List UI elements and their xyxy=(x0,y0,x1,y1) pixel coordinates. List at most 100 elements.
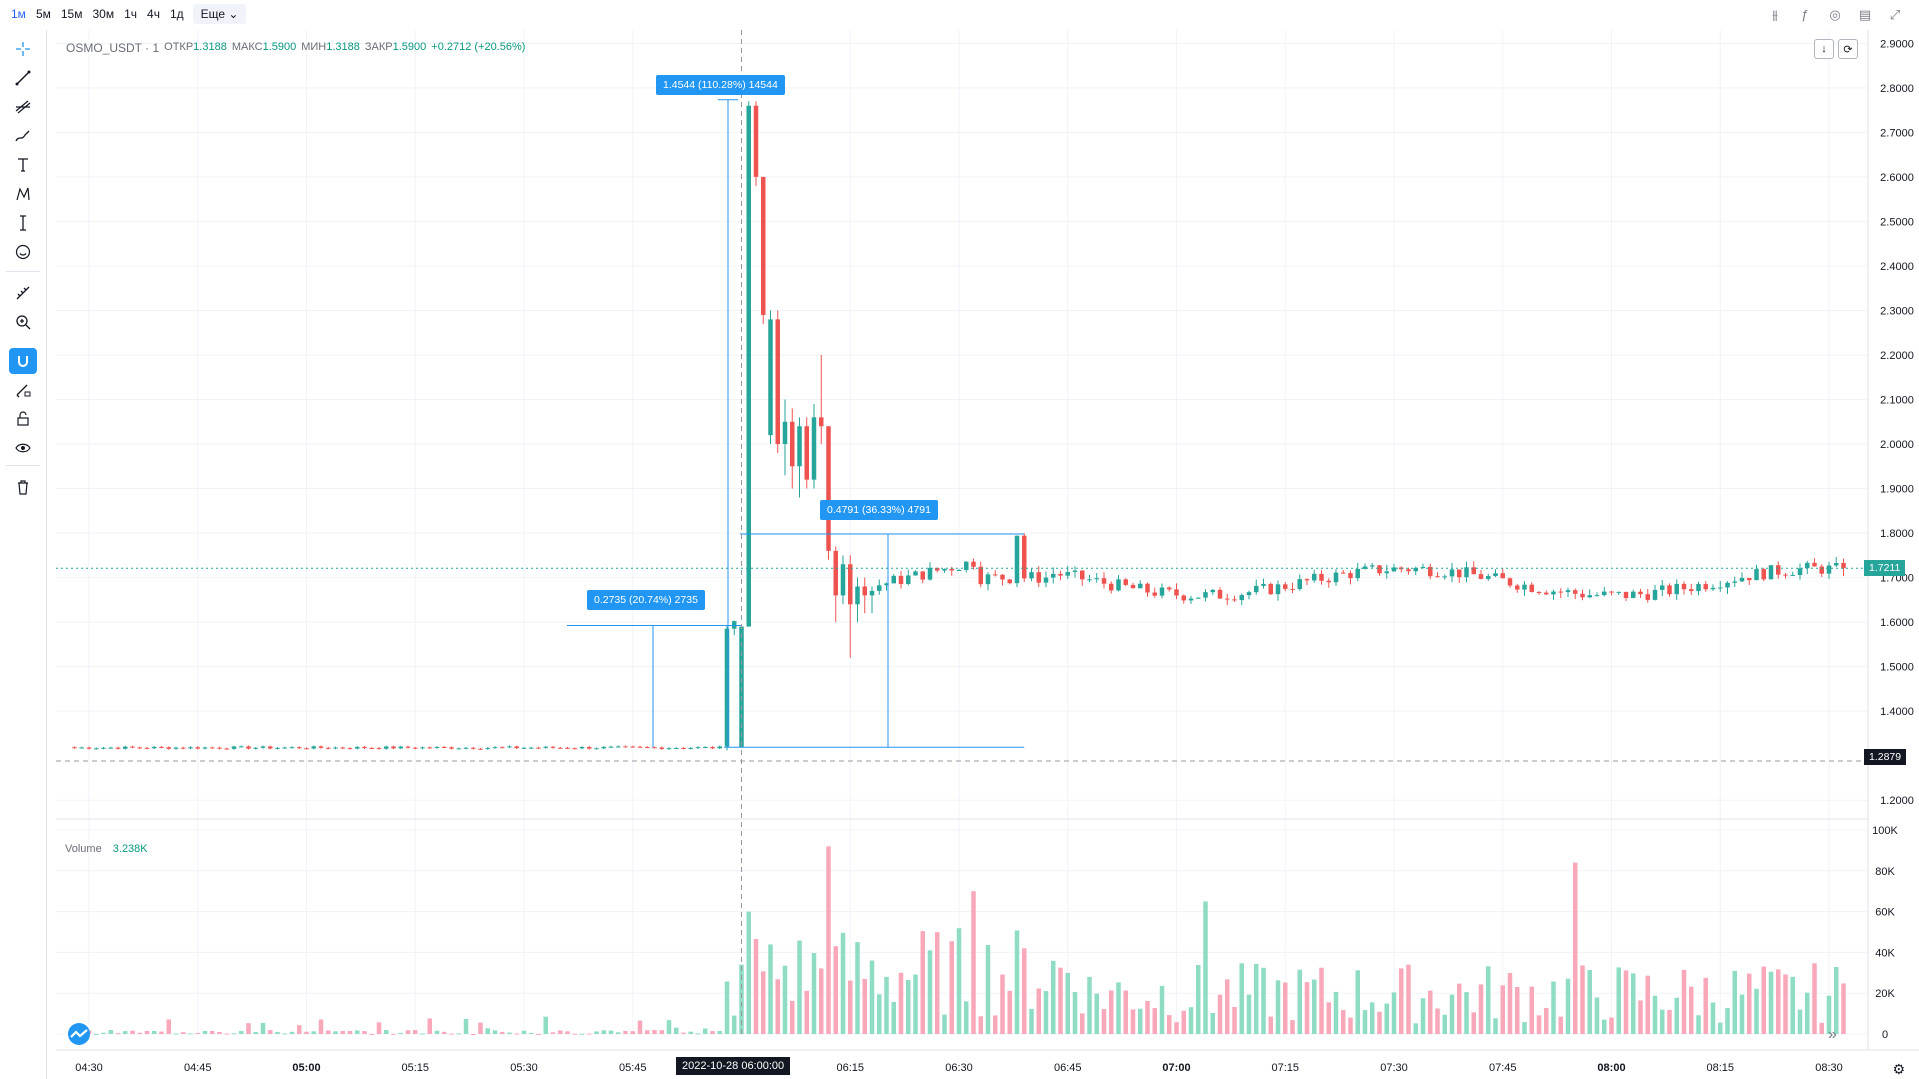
time-axis-label: 06:15 xyxy=(836,1062,864,1074)
volume-bar xyxy=(1826,995,1832,1034)
timeframe-1h[interactable]: 1ч xyxy=(124,7,138,21)
indicators-icon[interactable]: ƒ xyxy=(1801,7,1809,22)
drawing-toolbar xyxy=(0,30,47,1079)
volume-bar xyxy=(1022,948,1027,1034)
candle-body xyxy=(1710,587,1716,590)
volume-bar xyxy=(1565,978,1571,1034)
volume-bar xyxy=(1333,991,1339,1034)
lock-drawing-icon[interactable] xyxy=(9,377,37,403)
price-axis-label: 1.6000 xyxy=(1880,617,1914,629)
volume-bar xyxy=(768,944,773,1034)
volume-bar xyxy=(1130,1009,1136,1034)
volume-bar xyxy=(1399,968,1404,1034)
candle-body xyxy=(1631,591,1636,598)
candle-body xyxy=(703,747,708,749)
magnet-icon[interactable] xyxy=(9,348,37,374)
time-axis-label: 05:00 xyxy=(292,1062,320,1074)
volume-bar xyxy=(268,1030,273,1034)
trend-line-icon[interactable] xyxy=(9,65,37,91)
measure-icon[interactable] xyxy=(9,210,37,236)
volume-bar xyxy=(340,1030,345,1034)
volume-label[interactable]: Volume xyxy=(65,843,102,855)
layout-icon[interactable]: ▤ xyxy=(1858,7,1872,22)
pattern-icon[interactable] xyxy=(9,181,37,207)
volume-bar xyxy=(1275,980,1281,1034)
tradingview-logo-icon[interactable] xyxy=(64,1022,94,1046)
candle-body xyxy=(1674,583,1679,595)
volume-bar xyxy=(1406,964,1411,1034)
candle-body xyxy=(137,747,142,749)
volume-bar xyxy=(1551,981,1556,1034)
volume-bar xyxy=(471,1033,476,1035)
timeframe-1d[interactable]: 1д xyxy=(169,7,184,21)
candle-body xyxy=(1167,587,1172,590)
volume-bar xyxy=(1203,901,1208,1034)
ruler-icon[interactable] xyxy=(9,280,37,306)
measure-callout-big[interactable]: 1.4544 (110.28%) 14544 xyxy=(656,75,785,95)
timeframe-selector: 1м 5м 15м 30м 1ч 4ч 1д Еще ⌄ xyxy=(6,4,247,24)
timeframe-30m[interactable]: 30м xyxy=(92,7,115,21)
price-axis-label: 2.6000 xyxy=(1880,172,1914,184)
timeframe-15m[interactable]: 15м xyxy=(60,7,83,21)
candle-body xyxy=(1435,576,1440,578)
toolbar-divider xyxy=(6,465,40,466)
volume-bar xyxy=(1493,1018,1498,1034)
candle-body xyxy=(297,747,302,749)
volume-bar xyxy=(1174,1022,1179,1034)
zoom-icon[interactable] xyxy=(9,309,37,335)
volume-bar xyxy=(913,974,918,1034)
candle-body xyxy=(645,746,650,748)
timeframe-1m[interactable]: 1м xyxy=(11,7,26,21)
volume-bar xyxy=(173,1033,179,1035)
emoji-icon[interactable] xyxy=(9,239,37,265)
candle-body xyxy=(739,626,744,748)
volume-bar xyxy=(1674,997,1679,1034)
measure-callout-small[interactable]: 0.2735 (20.74%) 2735 xyxy=(587,590,705,610)
price-axis-label: 2.8000 xyxy=(1880,83,1914,95)
low-label: МИН xyxy=(301,41,327,53)
brush-icon[interactable] xyxy=(9,123,37,149)
volume-bar xyxy=(181,1032,186,1034)
settings-icon[interactable]: ⚙ xyxy=(1892,1061,1905,1077)
symbol-name[interactable]: OSMO_USDT · 1 xyxy=(66,41,160,55)
crosshair-icon[interactable] xyxy=(9,36,37,62)
volume-bar xyxy=(1014,930,1020,1034)
fib-icon[interactable] xyxy=(9,94,37,120)
candle-body xyxy=(1130,584,1136,589)
candle-body xyxy=(790,421,795,467)
text-icon[interactable] xyxy=(9,152,37,178)
candle-body xyxy=(1319,573,1324,581)
chart-type-icon[interactable]: ⫵ xyxy=(1772,7,1778,22)
volume-bar xyxy=(1457,983,1462,1034)
volume-bar xyxy=(1515,987,1520,1034)
eye-icon[interactable] xyxy=(9,435,37,461)
fullscreen-icon[interactable]: ⤢ xyxy=(1889,7,1901,22)
candle-body xyxy=(1413,567,1418,572)
candle-body xyxy=(1217,589,1223,599)
scroll-down-button[interactable]: ↓ xyxy=(1814,39,1834,59)
camera-icon[interactable]: ◎ xyxy=(1829,7,1841,22)
volume-bar xyxy=(891,1001,896,1034)
more-timeframes-button[interactable]: Еще ⌄ xyxy=(192,4,247,24)
trash-icon[interactable] xyxy=(9,474,37,500)
candle-body xyxy=(268,746,273,749)
candle-body xyxy=(956,569,962,571)
candle-body xyxy=(1529,584,1534,593)
volume-bar xyxy=(942,1014,947,1034)
candle-body xyxy=(1326,580,1331,583)
auto-scale-button[interactable]: ⟳ xyxy=(1838,39,1858,59)
lock-icon[interactable] xyxy=(9,406,37,432)
candle-body xyxy=(630,746,635,748)
timeframe-5m[interactable]: 5м xyxy=(35,7,51,21)
candle-body xyxy=(1457,569,1462,578)
candle-body xyxy=(891,575,896,584)
candle-body xyxy=(420,747,425,749)
timeframe-4h[interactable]: 4ч xyxy=(147,7,160,21)
measure-callout-mid[interactable]: 0.4791 (36.33%) 4791 xyxy=(820,500,938,520)
volume-bar xyxy=(1478,984,1484,1034)
candle-body xyxy=(1196,597,1201,599)
scroll-to-realtime-icon[interactable]: » xyxy=(1828,1026,1837,1043)
volume-bar xyxy=(246,1023,251,1034)
candle-body xyxy=(594,748,599,750)
